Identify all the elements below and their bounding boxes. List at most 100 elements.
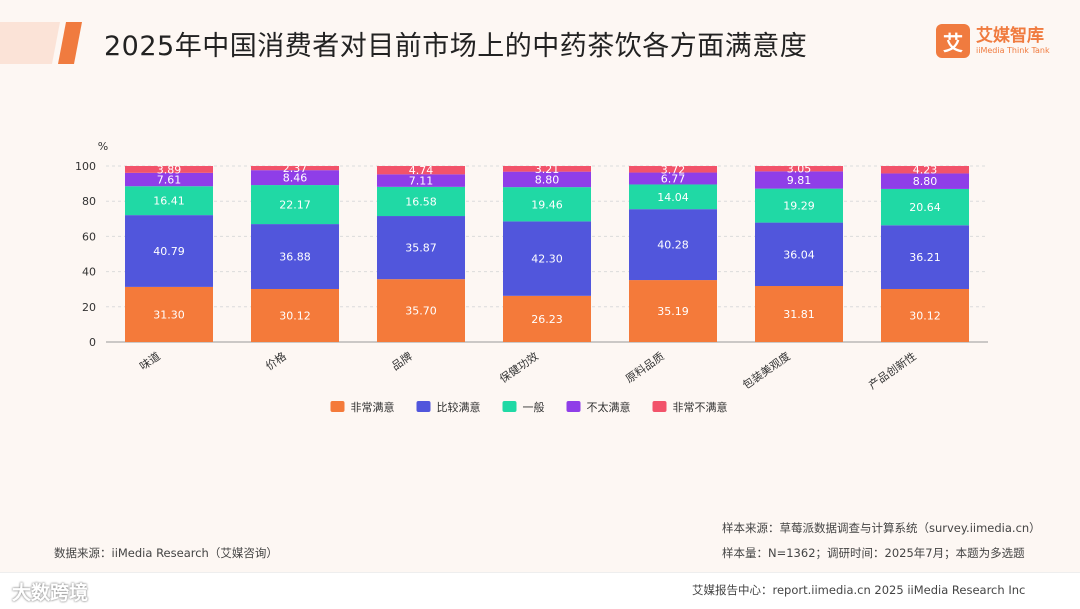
footer-band bbox=[0, 572, 1080, 609]
legend-swatch bbox=[566, 401, 581, 412]
x-tick-label: 味道 bbox=[137, 349, 163, 373]
bar-segment bbox=[251, 288, 339, 342]
bar-segment bbox=[881, 188, 969, 226]
bar-segment bbox=[503, 295, 591, 342]
data-label: 4.74 bbox=[409, 164, 434, 177]
data-label: 16.58 bbox=[405, 195, 437, 208]
bar-segment bbox=[251, 185, 339, 225]
legend-label: 不太满意 bbox=[587, 400, 631, 414]
legend-swatch bbox=[652, 401, 667, 412]
x-tick-label: 品牌 bbox=[389, 349, 415, 373]
x-tick-label: 价格 bbox=[263, 349, 289, 373]
brand-logo: 艾 艾媒智库 iiMedia Think Tank bbox=[936, 24, 1050, 58]
bar-segment bbox=[125, 186, 213, 216]
data-label: 9.81 bbox=[787, 174, 812, 187]
data-label: 3.21 bbox=[535, 163, 560, 176]
data-label: 7.11 bbox=[409, 175, 434, 188]
bar-segment bbox=[377, 186, 465, 217]
data-label: 40.28 bbox=[657, 239, 689, 252]
data-label: 31.30 bbox=[153, 308, 185, 321]
x-tick-label: 保健功效 bbox=[497, 349, 541, 386]
legend-label: 一般 bbox=[523, 401, 545, 414]
bar-segment bbox=[125, 215, 213, 287]
bar-segment bbox=[503, 221, 591, 296]
report-center-note: 艾媒报告中心：report.iimedia.cn 2025 iiMedia Re… bbox=[692, 583, 1026, 597]
legend-label: 比较满意 bbox=[437, 400, 481, 414]
data-label: 36.04 bbox=[783, 248, 815, 261]
bar-segment bbox=[629, 166, 717, 173]
y-tick-label: 80 bbox=[82, 195, 96, 208]
sample-size-note: 样本量：N=1362；调研时间：2025年7月；本题为多选题 bbox=[722, 546, 1025, 560]
bar-segment bbox=[755, 166, 843, 172]
sample-source-note: 样本来源：草莓派数据调查与计算系统（survey.iimedia.cn） bbox=[722, 521, 1041, 535]
data-label: 36.21 bbox=[909, 251, 941, 264]
data-source-note: 数据来源：iiMedia Research（艾媒咨询） bbox=[54, 546, 278, 560]
bar-segment bbox=[503, 187, 591, 222]
header-decoration bbox=[0, 22, 82, 64]
data-label: 26.23 bbox=[531, 313, 563, 326]
bar-segment bbox=[503, 166, 591, 172]
data-label: 22.17 bbox=[279, 199, 311, 212]
bar-segment bbox=[125, 172, 213, 187]
data-label: 19.46 bbox=[531, 198, 563, 211]
legend-label: 非常不满意 bbox=[673, 400, 728, 414]
data-label: 36.88 bbox=[279, 251, 311, 264]
data-label: 2.37 bbox=[283, 162, 308, 175]
bar-segment bbox=[377, 279, 465, 342]
data-label: 40.79 bbox=[153, 245, 185, 258]
bar-segment bbox=[755, 222, 843, 287]
bar-segment bbox=[629, 209, 717, 281]
x-tick-label: 产品创新性 bbox=[866, 349, 919, 392]
bar-segment bbox=[755, 286, 843, 342]
x-tick-label: 原料品质 bbox=[623, 349, 667, 386]
y-tick-label: 20 bbox=[82, 301, 96, 314]
data-label: 4.23 bbox=[913, 164, 938, 177]
legend-swatch bbox=[416, 401, 431, 412]
bar-segment bbox=[755, 171, 843, 189]
y-axis-label: % bbox=[98, 140, 108, 153]
data-label: 31.81 bbox=[783, 308, 815, 321]
bar-segment bbox=[629, 184, 717, 210]
bar-segment bbox=[377, 166, 465, 175]
bar-segment bbox=[881, 288, 969, 342]
data-label: 20.64 bbox=[909, 201, 941, 214]
y-tick-label: 0 bbox=[89, 336, 96, 349]
data-label: 8.46 bbox=[283, 172, 308, 185]
page-title: 2025年中国消费者对目前市场上的中药茶饮各方面满意度 bbox=[104, 31, 808, 62]
data-label: 16.41 bbox=[153, 195, 185, 208]
bar-segment bbox=[125, 166, 213, 173]
bar-segment bbox=[881, 225, 969, 289]
bar-segment bbox=[125, 286, 213, 342]
data-label: 3.05 bbox=[787, 163, 812, 176]
data-label: 3.72 bbox=[661, 163, 686, 176]
bar-segment bbox=[629, 280, 717, 342]
data-label: 6.77 bbox=[661, 173, 686, 186]
bar-segment bbox=[377, 174, 465, 187]
data-label: 30.12 bbox=[279, 309, 311, 322]
bar-segment bbox=[251, 170, 339, 186]
data-label: 42.30 bbox=[531, 253, 563, 266]
legend-swatch bbox=[330, 401, 345, 412]
brand-name: 艾媒智库 bbox=[976, 25, 1044, 46]
legend-swatch bbox=[502, 401, 517, 412]
brand-subtitle: iiMedia Think Tank bbox=[976, 45, 1050, 55]
data-label: 19.29 bbox=[783, 200, 815, 213]
bar-segment bbox=[503, 171, 591, 188]
data-label: 14.04 bbox=[657, 191, 689, 204]
bar-segment bbox=[881, 166, 969, 174]
y-tick-label: 40 bbox=[82, 266, 96, 279]
y-tick-label: 60 bbox=[82, 230, 96, 243]
data-label: 35.19 bbox=[657, 305, 689, 318]
bar-segment bbox=[881, 173, 969, 189]
data-label: 8.80 bbox=[913, 175, 938, 188]
watermark: 大数跨境 bbox=[12, 582, 89, 604]
bar-segment bbox=[251, 166, 339, 171]
bar-segment bbox=[629, 172, 717, 185]
data-label: 3.89 bbox=[157, 163, 182, 176]
bar-segment bbox=[251, 224, 339, 289]
data-label: 35.87 bbox=[405, 242, 437, 255]
x-tick-label: 包装美观度 bbox=[740, 349, 793, 392]
bar-segment bbox=[377, 216, 465, 280]
legend-label: 非常满意 bbox=[351, 400, 395, 414]
